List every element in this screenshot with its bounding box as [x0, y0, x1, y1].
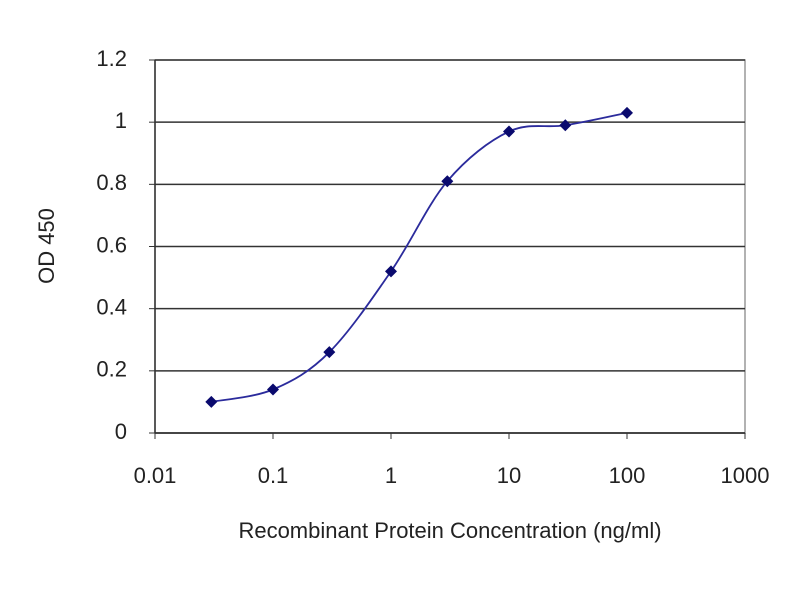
- y-tick-label: 1.2: [96, 46, 127, 71]
- series-line: [211, 111, 628, 403]
- y-tick-label: 1: [115, 108, 127, 133]
- y-tick-label: 0: [115, 419, 127, 444]
- y-axis-label: OD 450: [34, 208, 59, 284]
- data-point: [323, 346, 336, 359]
- x-tick-label: 1000: [721, 463, 770, 488]
- x-tick-label: 0.1: [258, 463, 289, 488]
- x-axis-label: Recombinant Protein Concentration (ng/ml…: [238, 518, 661, 543]
- y-tick-label: 0.2: [96, 357, 127, 382]
- x-tick-label: 0.01: [134, 463, 177, 488]
- y-tick-label: 0.8: [96, 170, 127, 195]
- data-point: [441, 175, 454, 188]
- data-point: [621, 106, 633, 119]
- y-tick-label: 0.6: [96, 232, 127, 257]
- data-point: [267, 383, 279, 396]
- x-tick-label: 10: [497, 463, 521, 488]
- x-tick-label: 1: [385, 463, 397, 488]
- data-point: [503, 125, 515, 138]
- data-point: [385, 265, 397, 278]
- data-point: [559, 119, 572, 132]
- x-tick-label: 100: [609, 463, 646, 488]
- y-tick-label: 0.4: [96, 294, 127, 319]
- data-point: [205, 395, 218, 408]
